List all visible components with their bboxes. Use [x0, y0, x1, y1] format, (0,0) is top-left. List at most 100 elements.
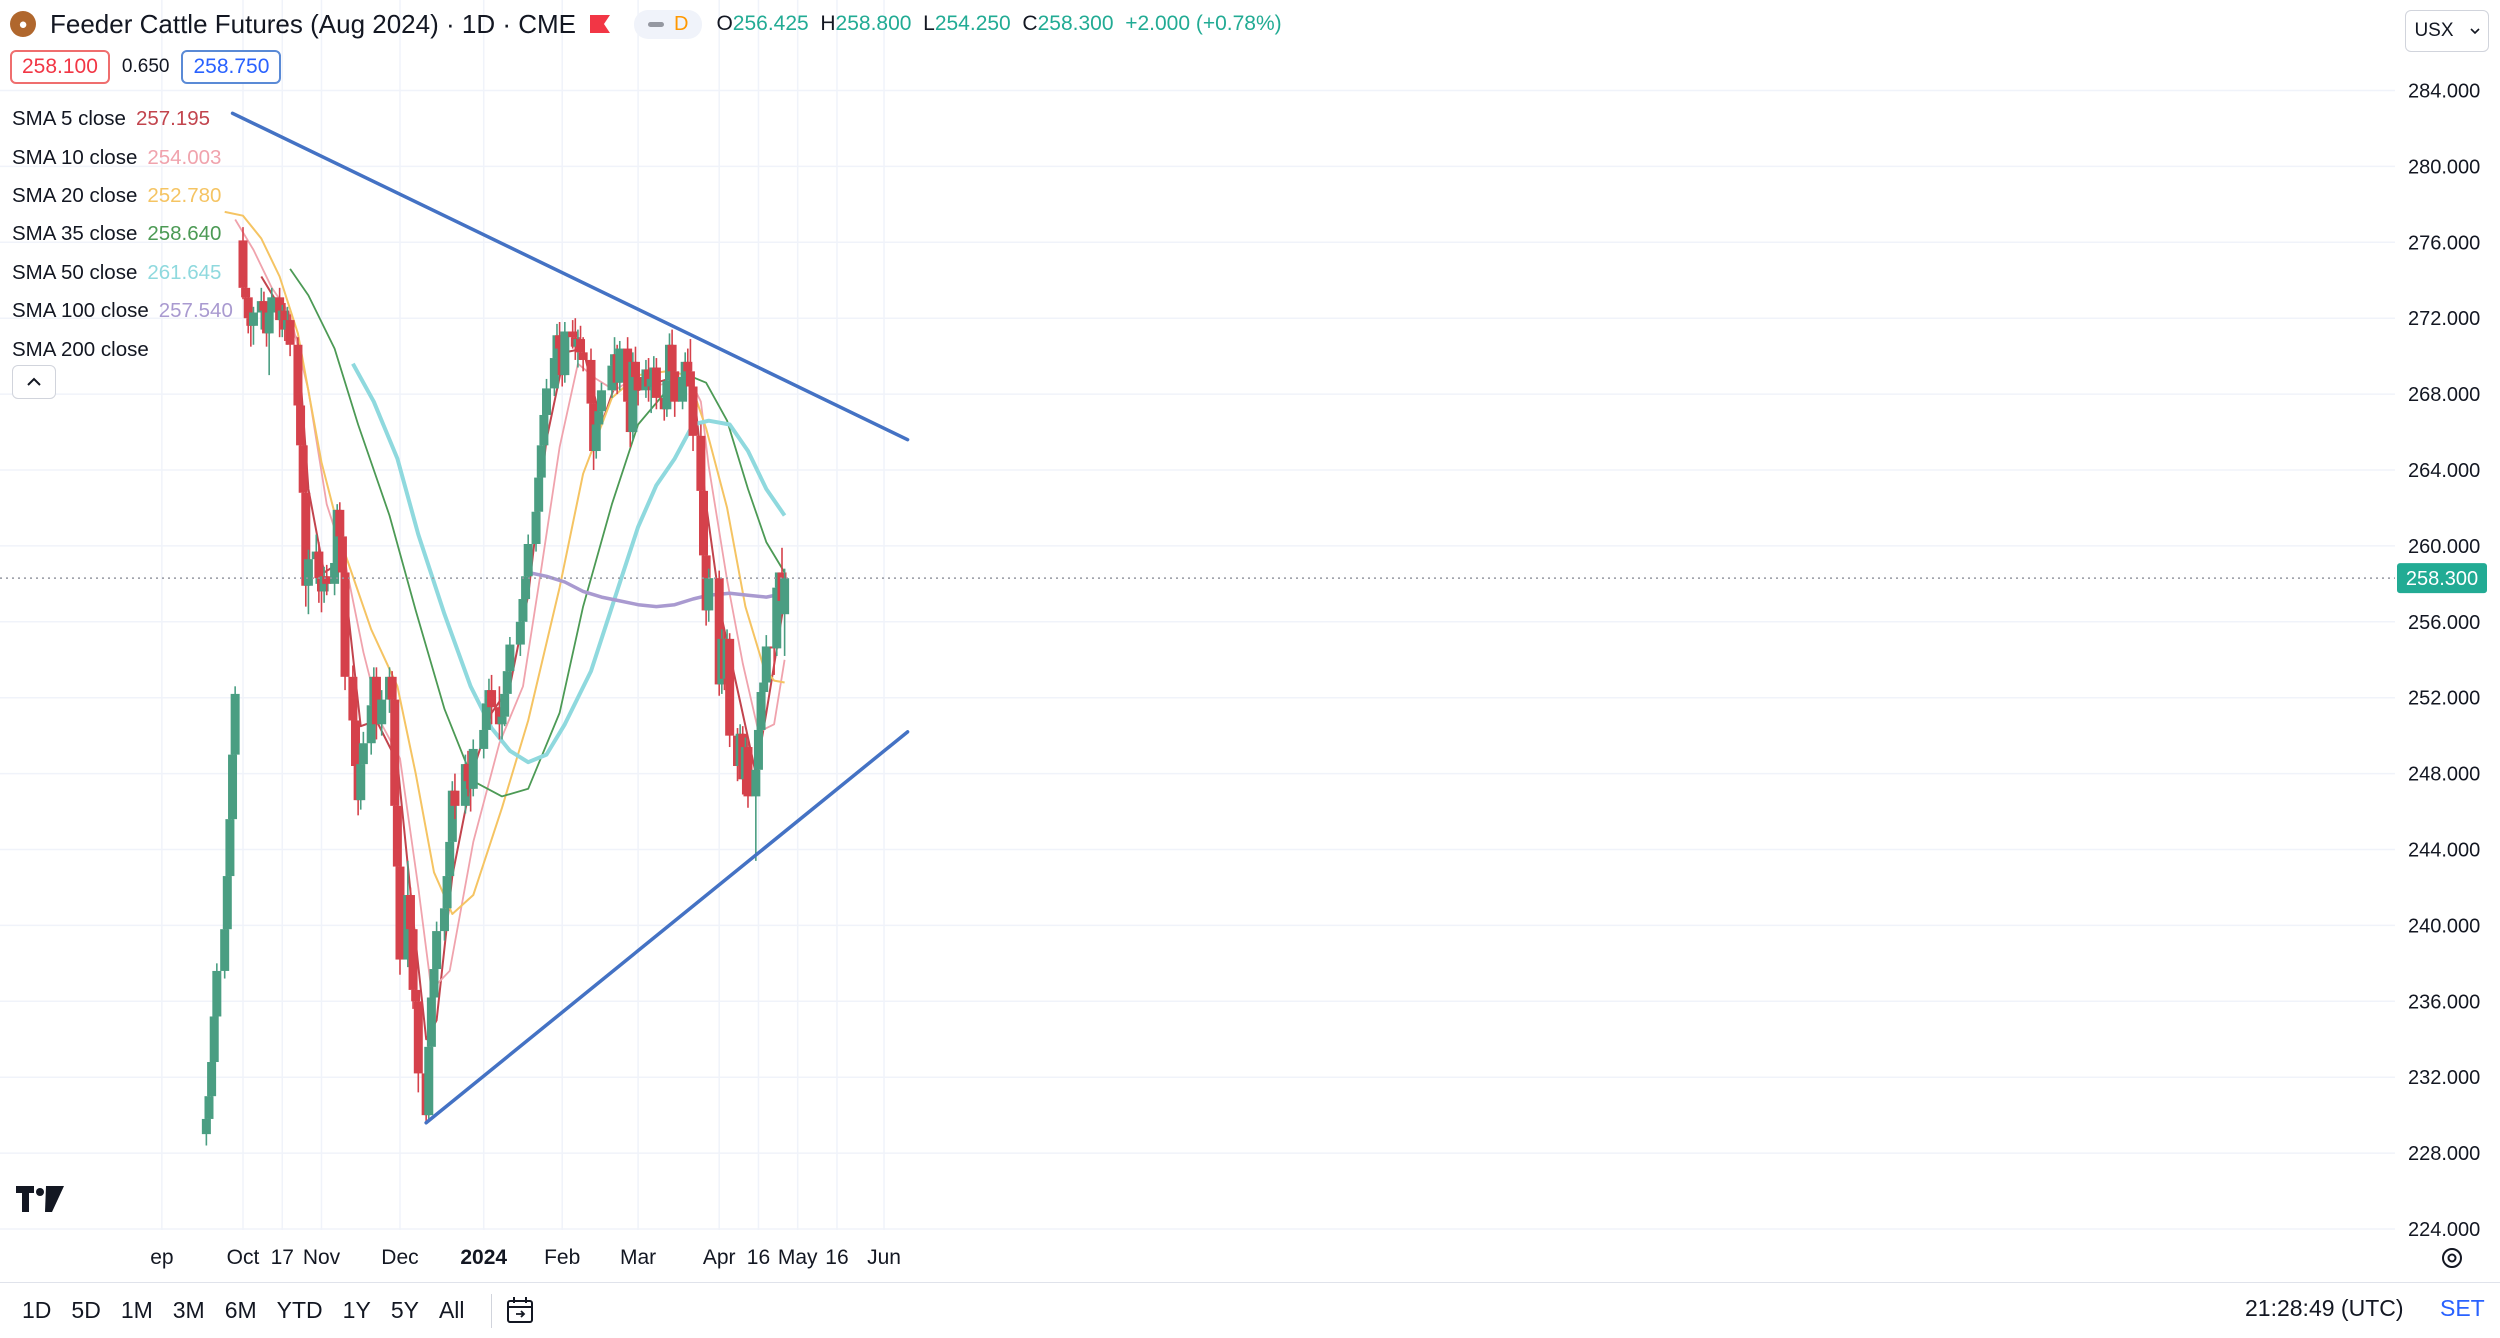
- candle-body: [615, 348, 625, 383]
- candle: [264, 306, 274, 376]
- candle-body: [479, 729, 489, 749]
- time-tick-label: May: [778, 1246, 818, 1269]
- candle: [228, 747, 238, 827]
- legend-row[interactable]: SMA 100 close 257.540: [12, 292, 233, 330]
- timeframe-button[interactable]: 3M: [172, 1297, 205, 1323]
- time-axis[interactable]: ep Oct 17 Nov Dec 2024 Feb Mar Apr 16 May 16 Jun: [150, 1246, 901, 1269]
- candle: [725, 633, 735, 748]
- candle: [390, 693, 400, 823]
- candle-body: [651, 367, 661, 398]
- legend-row[interactable]: SMA 5 close 257.195: [12, 100, 233, 138]
- price-tick-label: 256.000: [2408, 612, 2480, 634]
- legend-indicator-name: SMA 35 close: [12, 222, 138, 246]
- candle-body: [714, 578, 724, 685]
- candle: [578, 337, 588, 372]
- candle: [651, 358, 661, 410]
- ohlc-readout: O256.425 H258.800 L254.250 C258.300 +2.0…: [716, 12, 1281, 36]
- ask-price[interactable]: 258.750: [181, 50, 282, 84]
- candle: [212, 963, 222, 1028]
- candle: [225, 807, 235, 884]
- candle: [432, 921, 442, 979]
- price-tick-label: 260.000: [2408, 536, 2480, 558]
- last-price-label: 258.300: [2406, 568, 2478, 590]
- collapse-legend-button[interactable]: [12, 365, 56, 399]
- session-adjust-button[interactable]: SET: [2440, 1295, 2485, 1321]
- price-chart[interactable]: 284.000 280.000 276.000 272.000 268.000 264.0…: [0, 0, 2500, 1282]
- time-tick-label: 16: [825, 1246, 848, 1269]
- timeframe-button[interactable]: All: [438, 1297, 465, 1323]
- price-tick-label: 236.000: [2408, 991, 2480, 1013]
- ohlc-change: +2.000 (+0.78%): [1125, 12, 1282, 35]
- legend-indicator-name: SMA 50 close: [12, 260, 138, 284]
- trendlines[interactable]: [230, 111, 910, 1125]
- candle-body: [759, 682, 769, 693]
- ohlc-h-label: H: [820, 12, 836, 35]
- candle-body: [623, 348, 633, 402]
- candle: [542, 378, 552, 425]
- flag-icon[interactable]: [589, 15, 610, 33]
- candle: [761, 635, 771, 691]
- candle: [743, 737, 753, 808]
- currency-selector[interactable]: USX: [2405, 10, 2489, 52]
- candle: [688, 378, 698, 452]
- ohlc-close: 258.300: [1037, 12, 1114, 35]
- trendline-upper[interactable]: [230, 111, 910, 442]
- trendline-lower[interactable]: [424, 730, 910, 1125]
- candle-body: [447, 790, 457, 842]
- candle-body: [335, 509, 345, 537]
- candle-body: [445, 841, 455, 877]
- candle-body: [408, 929, 418, 990]
- utc-clock[interactable]: 21:28:49 (UTC): [2245, 1295, 2404, 1321]
- legend-row[interactable]: SMA 20 close 252.780: [12, 177, 233, 215]
- candle-body: [207, 1062, 217, 1097]
- bid-price[interactable]: 258.100: [10, 50, 110, 84]
- candle: [330, 557, 340, 596]
- candle: [377, 690, 387, 736]
- timeframe-button[interactable]: 6M: [224, 1297, 257, 1323]
- candle-body: [549, 358, 559, 389]
- candle-body: [413, 1001, 423, 1074]
- candle-body: [670, 371, 680, 402]
- settings-gear-icon[interactable]: [2442, 1248, 2462, 1268]
- legend-row[interactable]: SMA 35 close 258.640: [12, 215, 233, 253]
- indicator-legend: SMA 5 close 257.195 SMA 10 close 254.003 SMA…: [12, 100, 233, 369]
- time-tick-label: Dec: [381, 1246, 418, 1269]
- price-axis[interactable]: 284.000 280.000 276.000 272.000 268.000 264.0…: [2408, 81, 2480, 1242]
- interval-badge: D: [673, 12, 689, 35]
- candle-body: [296, 405, 306, 446]
- calendar-range-icon[interactable]: [504, 1294, 538, 1328]
- candle-body: [502, 671, 512, 694]
- ohlc-high: 258.800: [835, 12, 912, 35]
- sma50-line: [351, 362, 787, 765]
- ohlc-low: 254.250: [934, 12, 1011, 35]
- price-tick-label: 276.000: [2408, 232, 2480, 254]
- grid-lines: [0, 0, 2395, 1230]
- candle-body: [696, 435, 706, 491]
- time-tick-label: Mar: [620, 1246, 656, 1269]
- candle-body: [358, 743, 368, 765]
- legend-row[interactable]: SMA 10 close 254.003: [12, 138, 233, 176]
- candle: [596, 382, 606, 421]
- timeframe-button[interactable]: 5Y: [390, 1297, 419, 1323]
- timeframe-button[interactable]: 1D: [22, 1297, 52, 1323]
- price-tick-label: 248.000: [2408, 764, 2480, 786]
- timeframe-button[interactable]: 5D: [71, 1297, 101, 1323]
- legend-row[interactable]: SMA 50 close 261.645: [12, 254, 233, 292]
- candle: [285, 314, 295, 357]
- timeframe-button[interactable]: 1M: [120, 1297, 153, 1323]
- symbol-title[interactable]: Feeder Cattle Futures (Aug 2024) · 1D · …: [50, 8, 576, 39]
- candle-body: [267, 297, 277, 313]
- candle: [230, 686, 240, 763]
- timeframe-button[interactable]: 1Y: [342, 1297, 371, 1323]
- interval-chip[interactable]: D: [633, 9, 703, 39]
- timeframe-button[interactable]: YTD: [276, 1297, 323, 1323]
- legend-row[interactable]: SMA 200 close: [12, 330, 233, 368]
- tradingview-logo-icon[interactable]: [16, 1186, 66, 1219]
- candle-body: [534, 477, 544, 512]
- candle-body: [704, 578, 714, 611]
- price-tick-label: 232.000: [2408, 1067, 2480, 1089]
- candle-body: [405, 895, 415, 930]
- time-tick-label: 2024: [460, 1246, 507, 1269]
- candle-body: [591, 424, 601, 452]
- candle-body: [238, 240, 248, 288]
